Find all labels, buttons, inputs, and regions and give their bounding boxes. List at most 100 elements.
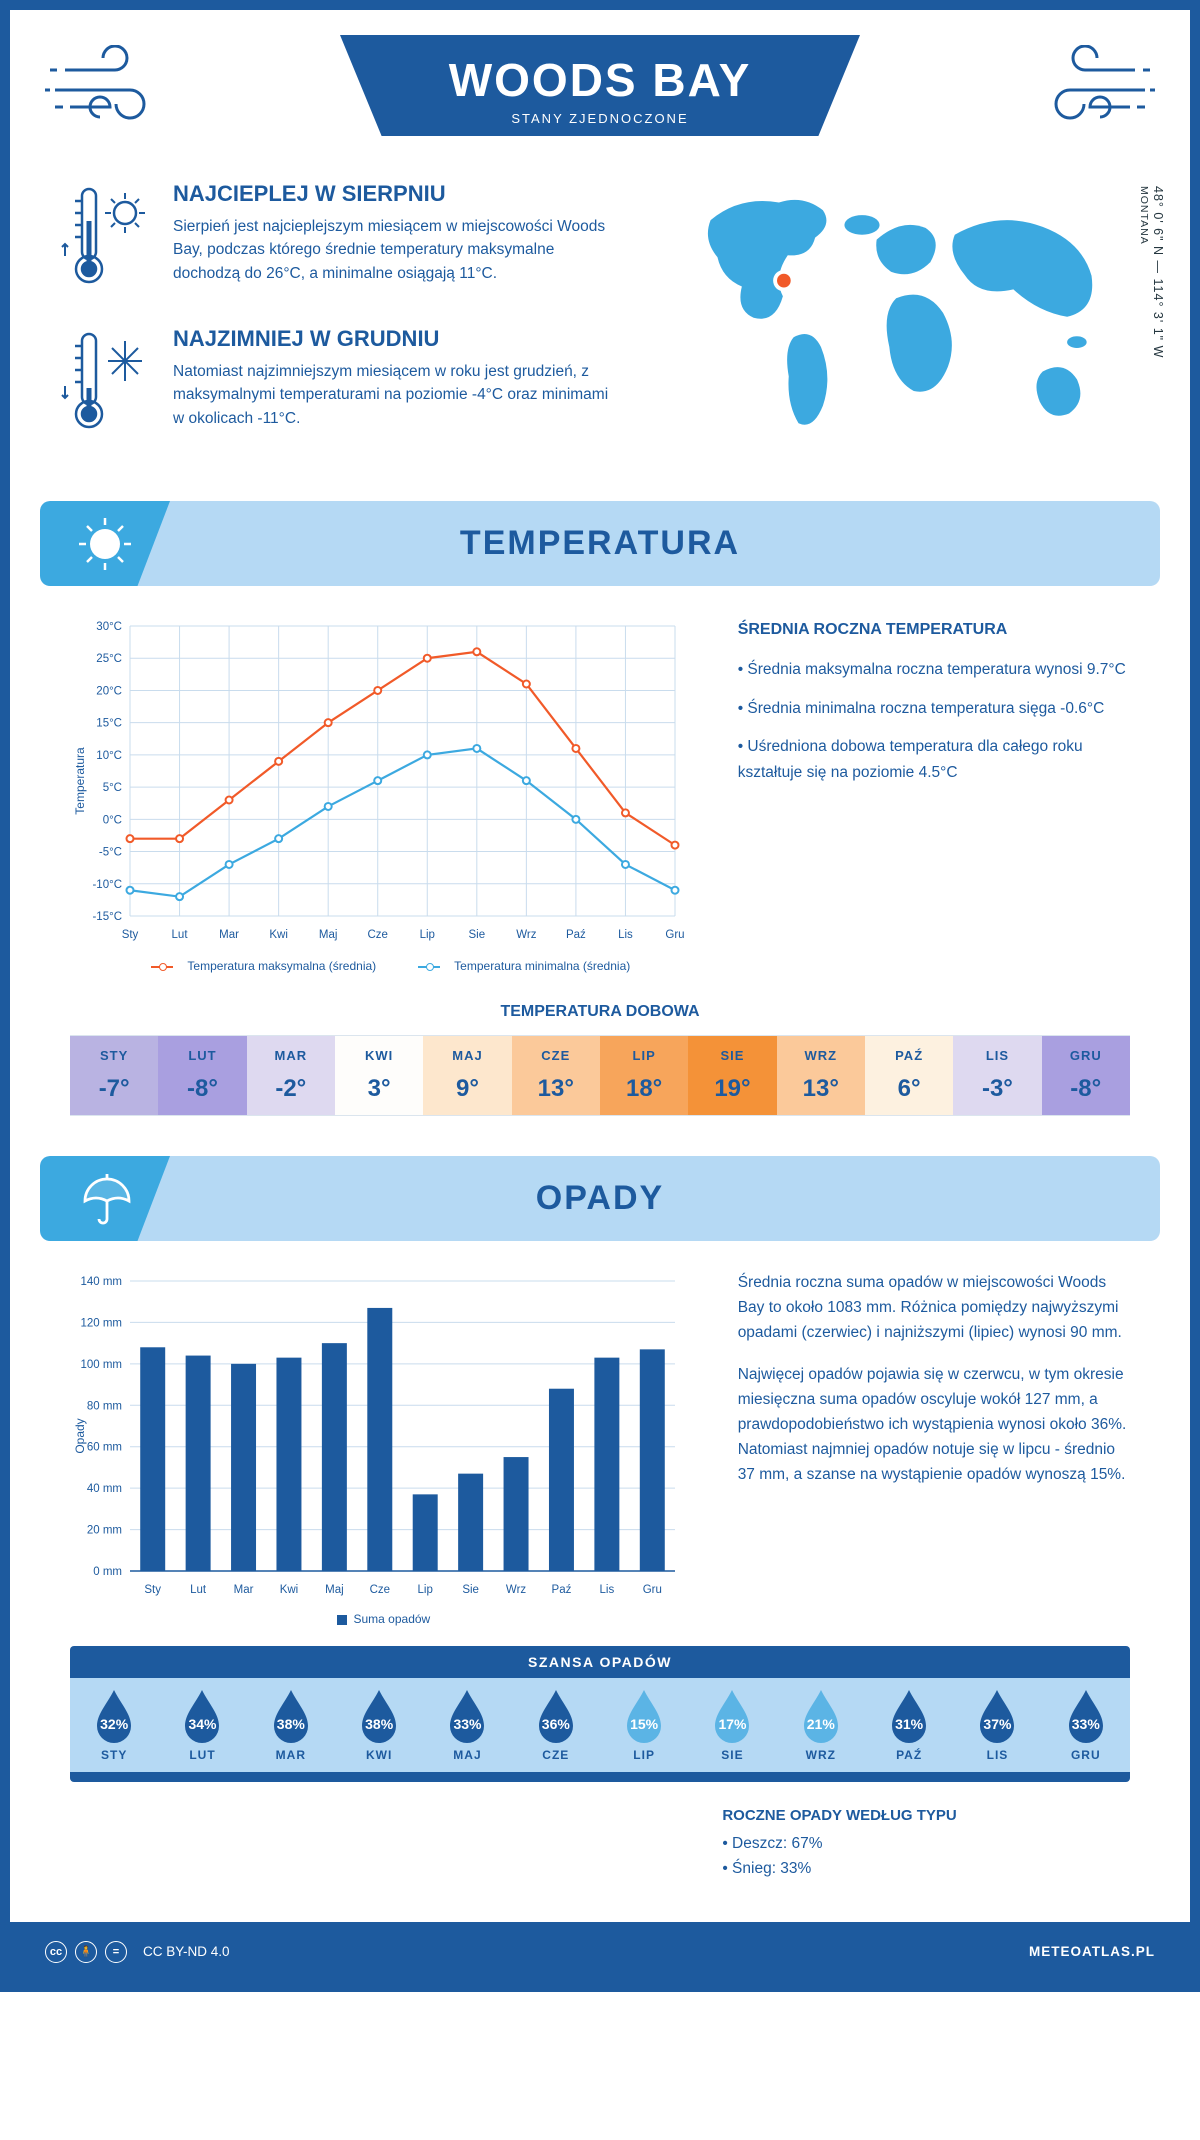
warmest-text: Sierpień jest najcieplejszym miesiącem w… [173,215,622,285]
svg-text:Temperatura: Temperatura [73,747,87,815]
daily-temp-cell: CZE13° [512,1036,600,1115]
warmest-title: NAJCIEPLEJ W SIERPNIU [173,181,622,207]
chance-month: LUT [158,1748,246,1762]
daily-temp-value: 18° [600,1075,688,1103]
world-map [652,181,1140,459]
precip-by-type: ROCZNE OPADY WEDŁUG TYPU • Deszcz: 67%• … [10,1782,1190,1922]
chance-value: 38% [356,1716,402,1732]
by-icon: 🧍 [75,1941,97,1963]
svg-text:20°C: 20°C [96,685,122,697]
page-root: WOODS BAY STANY ZJEDNOCZONE [0,0,1200,1992]
chance-value: 17% [709,1716,755,1732]
svg-text:0°C: 0°C [103,814,122,826]
svg-text:Maj: Maj [319,929,338,941]
chance-month: GRU [1042,1748,1130,1762]
svg-text:Lip: Lip [420,929,435,941]
svg-text:Paź: Paź [566,929,586,941]
precip-type-line: • Śnieg: 33% [722,1857,1130,1882]
raindrop-icon: 33% [1063,1686,1109,1744]
chance-value: 15% [621,1716,667,1732]
svg-text:25°C: 25°C [96,653,122,665]
daily-temp-month: KWI [335,1048,423,1063]
svg-text:60 mm: 60 mm [87,1442,122,1454]
daily-temp-value: -7° [70,1075,158,1103]
chance-month: MAR [247,1748,335,1762]
precipitation-body: 0 mm20 mm40 mm60 mm80 mm100 mm120 mm140 … [10,1241,1190,1646]
daily-temp-cell: WRZ13° [777,1036,865,1115]
avg-temp-bullet: • Uśredniona dobowa temperatura dla całe… [738,734,1130,787]
chance-value: 33% [1063,1716,1109,1732]
chance-value: 32% [91,1716,137,1732]
precip-type-line: • Deszcz: 67% [722,1832,1130,1857]
chance-month: WRZ [777,1748,865,1762]
precipitation-bar-chart: 0 mm20 mm40 mm60 mm80 mm100 mm120 mm140 … [70,1271,698,1626]
daily-temp-value: -3° [953,1075,1041,1103]
precip-para-1: Średnia roczna suma opadów w miejscowośc… [738,1271,1130,1345]
svg-text:Paź: Paź [552,1584,572,1596]
precipitation-title: OPADY [536,1179,664,1218]
chance-cell: 15% LIP [600,1678,688,1772]
daily-temp-title: TEMPERATURA DOBOWA [70,1003,1130,1021]
daily-temp-cell: SIE19° [688,1036,776,1115]
temperature-summary: ŚREDNIA ROCZNA TEMPERATURA • Średnia mak… [738,616,1130,973]
umbrella-icon [40,1156,170,1241]
precipitation-header: OPADY [40,1156,1160,1241]
daily-temp-month: CZE [512,1048,600,1063]
svg-text:Mar: Mar [219,929,239,941]
svg-text:Cze: Cze [368,929,388,941]
svg-text:10°C: 10°C [96,750,122,762]
precip-chance-panel: SZANSA OPADÓW 32% STY 34% LUT 38% MAR 38… [70,1646,1130,1782]
chance-cell: 32% STY [70,1678,158,1772]
chance-cell: 36% CZE [512,1678,600,1772]
page-header: WOODS BAY STANY ZJEDNOCZONE [10,10,1190,181]
chance-cell: 34% LUT [158,1678,246,1772]
svg-text:Maj: Maj [325,1584,344,1596]
chance-value: 31% [886,1716,932,1732]
chance-cell: 38% KWI [335,1678,423,1772]
chance-month: PAŹ [865,1748,953,1762]
chance-month: LIP [600,1748,688,1762]
svg-text:Gru: Gru [665,929,684,941]
chance-value: 21% [798,1716,844,1732]
svg-text:40 mm: 40 mm [87,1483,122,1495]
chance-value: 33% [444,1716,490,1732]
svg-text:Lis: Lis [600,1584,615,1596]
daily-temp-value: 6° [865,1075,953,1103]
wind-icon-left [45,45,175,140]
country-subtitle: STANY ZJEDNOCZONE [430,111,770,126]
chance-month: MAJ [423,1748,511,1762]
svg-text:80 mm: 80 mm [87,1400,122,1412]
daily-temp-cell: LUT-8° [158,1036,246,1115]
svg-text:Sty: Sty [122,929,139,941]
svg-text:0 mm: 0 mm [93,1566,122,1578]
chance-month: STY [70,1748,158,1762]
daily-temp-cell: MAJ9° [423,1036,511,1115]
chance-cell: 38% MAR [247,1678,335,1772]
daily-temp-value: 9° [423,1075,511,1103]
svg-text:Lut: Lut [190,1584,207,1596]
daily-temp-cell: LIP18° [600,1036,688,1115]
license-text: CC BY-ND 4.0 [143,1944,230,1959]
chance-cell: 33% MAJ [423,1678,511,1772]
daily-temp-cell: PAŹ6° [865,1036,953,1115]
temperature-line-chart: -15°C-10°C-5°C0°C5°C10°C15°C20°C25°C30°C… [70,616,698,973]
license-block: cc 🧍 = CC BY-ND 4.0 [45,1941,230,1963]
daily-temp-month: GRU [1042,1048,1130,1063]
svg-text:Kwi: Kwi [280,1584,299,1596]
avg-temp-bullet: • Średnia maksymalna roczna temperatura … [738,657,1130,683]
chance-month: SIE [688,1748,776,1762]
coldest-block: NAJZIMNIEJ W GRUDNIU Natomiast najzimnie… [60,326,622,436]
svg-text:20 mm: 20 mm [87,1525,122,1537]
chance-month: LIS [953,1748,1041,1762]
daily-temp-value: -8° [1042,1075,1130,1103]
svg-text:Sty: Sty [144,1584,161,1596]
chance-cell: 17% SIE [688,1678,776,1772]
raindrop-icon: 37% [974,1686,1020,1744]
daily-temp-month: SIE [688,1048,776,1063]
chance-cell: 33% GRU [1042,1678,1130,1772]
svg-text:140 mm: 140 mm [80,1276,122,1288]
svg-text:15°C: 15°C [96,718,122,730]
precip-chance-title: SZANSA OPADÓW [70,1654,1130,1670]
daily-temp-month: WRZ [777,1048,865,1063]
svg-text:Lip: Lip [418,1584,433,1596]
